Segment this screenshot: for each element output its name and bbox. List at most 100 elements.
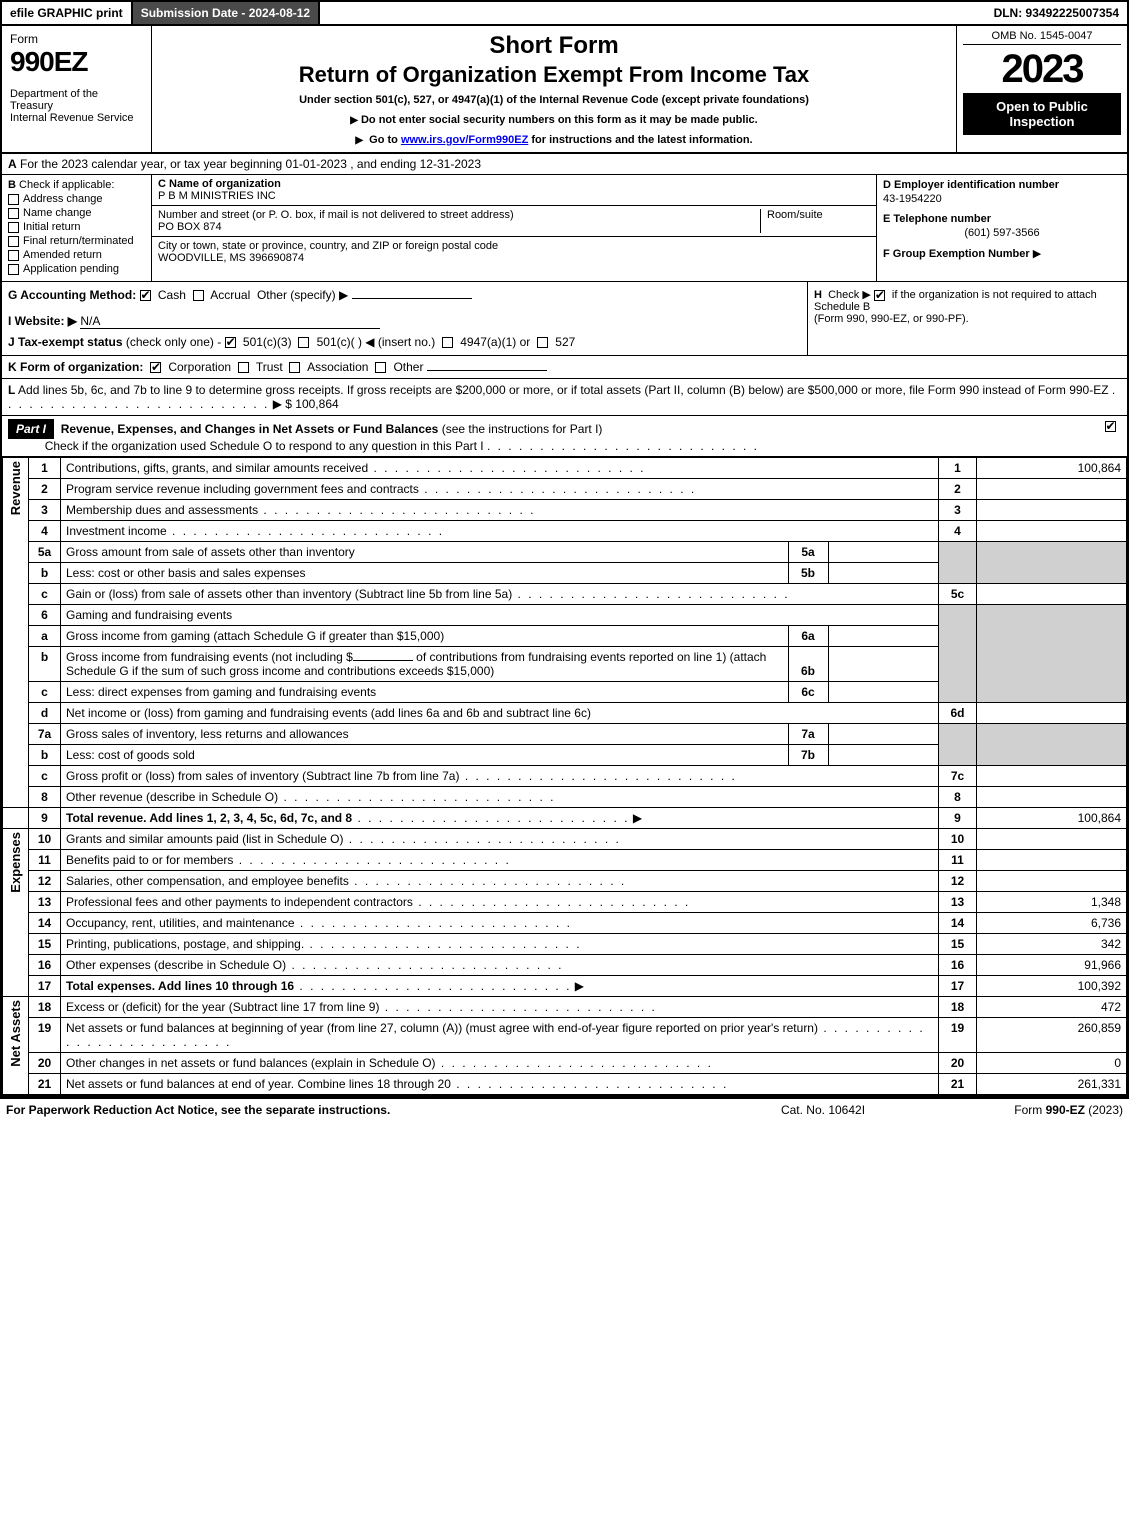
irs-label: Internal Revenue Service [10,112,143,124]
line-16-amount: 91,966 [977,955,1127,976]
line-19-amount: 260,859 [977,1018,1127,1053]
line-17-amount: 100,392 [977,976,1127,997]
netassets-section-label: Net Assets [3,997,29,1095]
line-8-text: Other revenue (describe in Schedule O) [61,787,939,808]
tel-label: E Telephone number [883,213,1121,225]
chk-501c3[interactable] [225,337,236,348]
line-6-text: Gaming and fundraising events [61,605,939,626]
col-c: C Name of organization P B M MINISTRIES … [152,175,877,281]
line-2-amount [977,479,1127,500]
submission-date-label: Submission Date - 2024-08-12 [133,2,320,24]
chk-association[interactable] [289,362,300,373]
chk-527[interactable] [537,337,548,348]
line-7c-text: Gross profit or (loss) from sales of inv… [61,766,939,787]
row-k: K Form of organization: Corporation Trus… [2,356,1127,379]
line-7c-amount [977,766,1127,787]
line-6b-text: Gross income from fundraising events (no… [61,647,788,681]
footer-catno: Cat. No. 10642I [723,1103,923,1117]
chk-name-change[interactable]: Name change [8,207,145,219]
line-9-amount: 100,864 [977,808,1127,829]
part1-header: Part I Revenue, Expenses, and Changes in… [2,416,1127,457]
chk-amended-return[interactable]: Amended return [8,249,145,261]
line-4-text: Investment income [61,521,939,542]
chk-final-return[interactable]: Final return/terminated [8,235,145,247]
org-address: PO BOX 874 [158,221,760,233]
line-15-amount: 342 [977,934,1127,955]
line-2-text: Program service revenue including govern… [61,479,939,500]
line-11-amount [977,850,1127,871]
line-6d-amount [977,703,1127,724]
line-17-text: Total expenses. Add lines 10 through 16 … [61,976,939,997]
row-h: H Check ▶ if the organization is not req… [807,282,1127,355]
line-1-amount: 100,864 [977,458,1127,479]
chk-accrual[interactable] [193,290,204,301]
line-18-text: Excess or (deficit) for the year (Subtra… [61,997,939,1018]
row-l: L Add lines 5b, 6c, and 7b to line 9 to … [2,379,1127,416]
chk-address-change[interactable]: Address change [8,193,145,205]
tax-exempt-label: J Tax-exempt status [8,335,123,349]
line-13-amount: 1,348 [977,892,1127,913]
chk-initial-return[interactable]: Initial return [8,221,145,233]
lines-table: Revenue 1 Contributions, gifts, grants, … [2,457,1127,1095]
header-left: Form 990EZ Department of the Treasury In… [2,26,152,152]
line-4-amount [977,521,1127,542]
irs-link[interactable]: www.irs.gov/Form990EZ [401,134,528,146]
line-5b-text: Less: cost or other basis and sales expe… [61,563,788,583]
footer-form: Form 990-EZ (2023) [923,1103,1123,1117]
dln-label: DLN: 93492225007354 [986,2,1127,24]
line-19-text: Net assets or fund balances at beginning… [61,1018,939,1053]
line-12-text: Salaries, other compensation, and employ… [61,871,939,892]
chk-corporation[interactable] [150,362,161,373]
line-16-text: Other expenses (describe in Schedule O) [61,955,939,976]
chk-501c[interactable] [298,337,309,348]
row-g: G Accounting Method: Cash Accrual Other … [2,282,807,355]
omb-number: OMB No. 1545-0047 [963,30,1121,45]
city-block: City or town, state or province, country… [152,237,876,267]
row-l-amount: $ 100,864 [285,397,338,411]
line-21-amount: 261,331 [977,1074,1127,1095]
chk-schedule-b[interactable] [874,290,885,301]
instr-pre: Go to [369,134,401,146]
group-exemption: F Group Exemption Number ▶ [883,247,1121,260]
line-5c-amount [977,584,1127,605]
revenue-section-label: Revenue [3,458,29,808]
line-13-text: Professional fees and other payments to … [61,892,939,913]
line-a: A For the 2023 calendar year, or tax yea… [2,154,1127,175]
ein-value: 43-1954220 [883,193,1121,205]
website-value: N/A [80,314,380,329]
page-footer: For Paperwork Reduction Act Notice, see … [0,1097,1129,1121]
expenses-section-label: Expenses [3,829,29,997]
ein-label: D Employer identification number [883,179,1121,191]
line-6c-text: Less: direct expenses from gaming and fu… [61,682,788,702]
line-6d-text: Net income or (loss) from gaming and fun… [61,703,939,724]
row-gh: G Accounting Method: Cash Accrual Other … [2,282,1127,356]
line-9-text: Total revenue. Add lines 1, 2, 3, 4, 5c,… [61,808,939,829]
chk-4947[interactable] [442,337,453,348]
chk-cash[interactable] [140,290,151,301]
col-d: D Employer identification number 43-1954… [877,175,1127,281]
line-7a-text: Gross sales of inventory, less returns a… [61,724,788,744]
chk-trust[interactable] [238,362,249,373]
instruction-link-row: Go to www.irs.gov/Form990EZ for instruct… [162,134,946,146]
other-specify-input[interactable] [352,298,472,299]
line-5c-text: Gain or (loss) from sale of assets other… [61,584,939,605]
chk-schedule-o-part1[interactable] [1105,421,1116,432]
header-right: OMB No. 1545-0047 2023 Open to Public In… [957,26,1127,152]
line-14-amount: 6,736 [977,913,1127,934]
subtitle: Under section 501(c), 527, or 4947(a)(1)… [162,94,946,106]
line-15-text: Printing, publications, postage, and shi… [61,934,939,955]
open-public-badge: Open to Public Inspection [963,93,1121,135]
efile-print-label[interactable]: efile GRAPHIC print [2,2,133,24]
chk-application-pending[interactable]: Application pending [8,263,145,275]
line-3-amount [977,500,1127,521]
addr-block: Number and street (or P. O. box, if mail… [152,206,876,237]
section-bcd: B Check if applicable: Address change Na… [2,175,1127,282]
form-header: Form 990EZ Department of the Treasury In… [2,26,1127,154]
form-container: efile GRAPHIC print Submission Date - 20… [0,0,1129,1097]
line-8-amount [977,787,1127,808]
line-7b-text: Less: cost of goods sold [61,745,788,765]
col-b: B Check if applicable: Address change Na… [2,175,152,281]
chk-other-org[interactable] [375,362,386,373]
topbar: efile GRAPHIC print Submission Date - 20… [2,2,1127,26]
org-name: P B M MINISTRIES INC [158,190,870,202]
